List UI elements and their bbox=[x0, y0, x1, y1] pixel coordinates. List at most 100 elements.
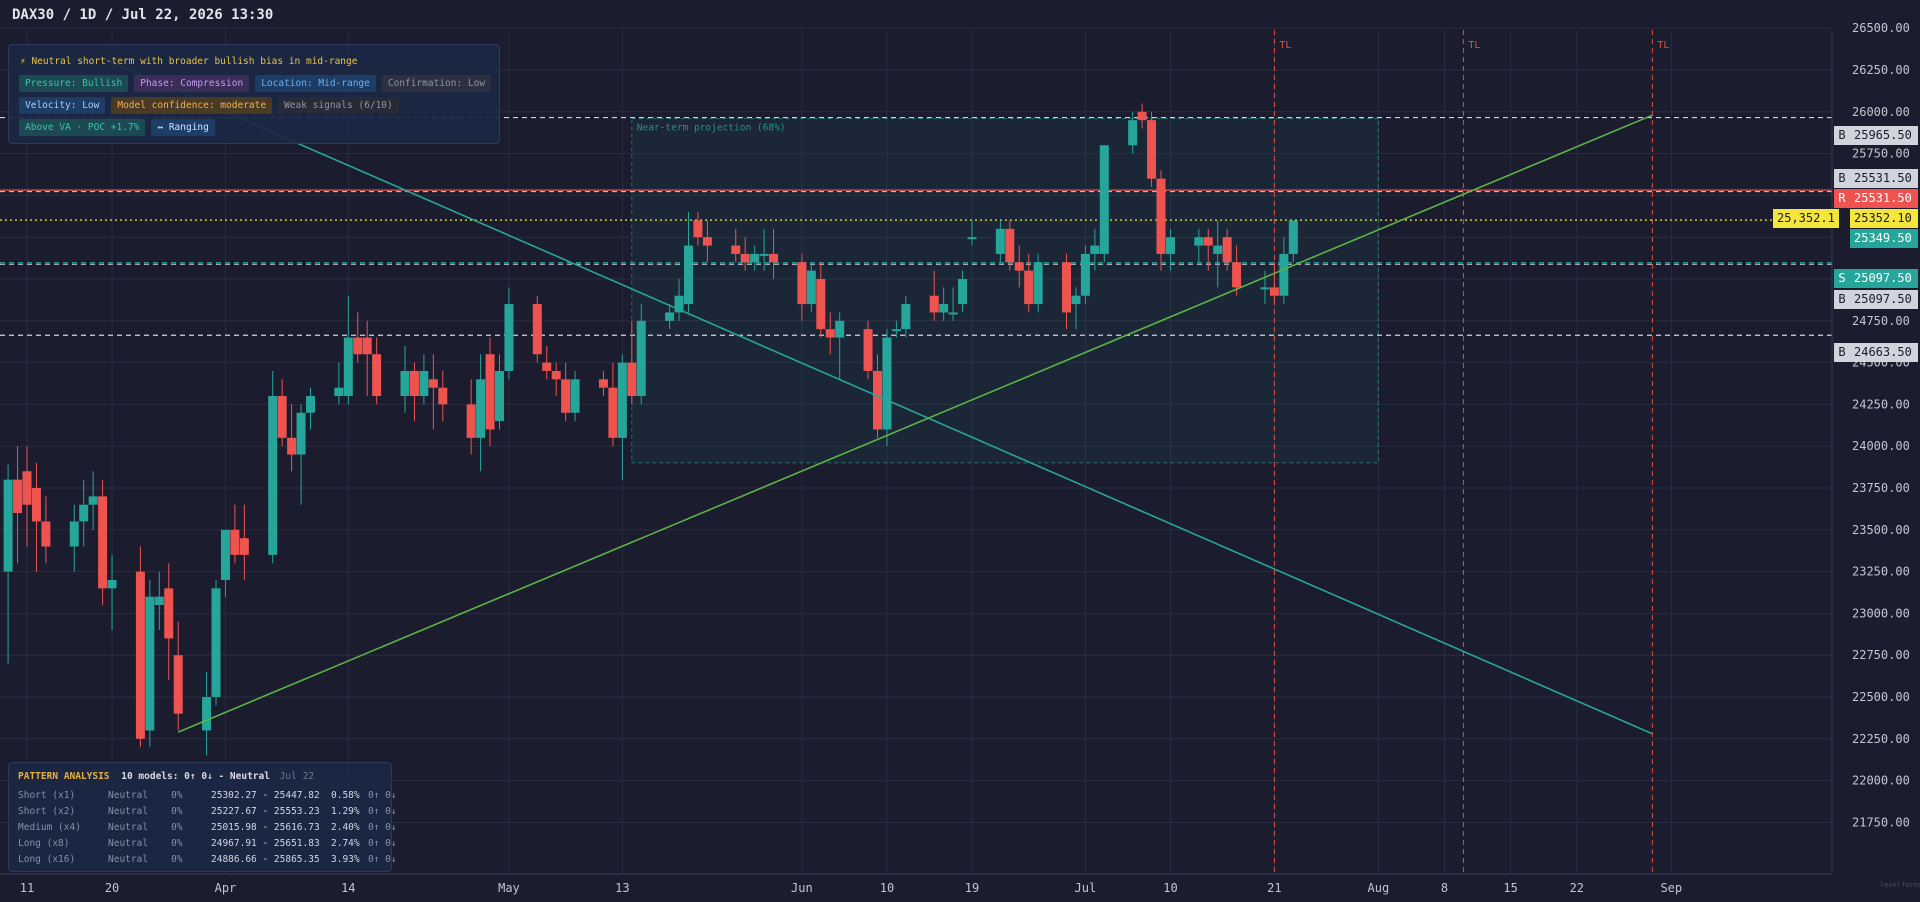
candle-body bbox=[1033, 262, 1043, 305]
candle-body bbox=[684, 245, 693, 305]
level-value: 25531.50 bbox=[1850, 169, 1918, 188]
candle-body bbox=[740, 253, 750, 263]
trend-line bbox=[102, 57, 1653, 735]
candle-body bbox=[1279, 253, 1289, 296]
candle-body bbox=[79, 504, 89, 522]
candle-body bbox=[995, 228, 1005, 254]
candle-body bbox=[277, 396, 287, 438]
tag-row-3: Above VA · POC +1.7% ↔ Ranging bbox=[19, 119, 215, 136]
pattern-width: 2.40% bbox=[331, 822, 360, 833]
level-value: 25965.50 bbox=[1850, 126, 1918, 145]
price-axis-tick-label: 23750.00 bbox=[1852, 481, 1910, 495]
candle-body bbox=[674, 295, 684, 313]
candle-body bbox=[561, 379, 571, 413]
candle-body bbox=[428, 379, 438, 388]
candle-body bbox=[31, 488, 41, 522]
candle-body bbox=[334, 387, 344, 397]
candle-body bbox=[816, 279, 826, 330]
tag-row-1: Pressure: Bullish Phase: Compression Loc… bbox=[19, 75, 492, 92]
time-axis-tick-label: Aug bbox=[1368, 881, 1390, 895]
candle-body bbox=[230, 529, 240, 555]
candle-body bbox=[287, 437, 297, 455]
candle-body bbox=[769, 253, 779, 263]
location-tag: Location: Mid-range bbox=[255, 75, 376, 92]
candle-body bbox=[466, 404, 476, 438]
time-axis-tick-label: Sep bbox=[1660, 881, 1682, 895]
time-axis-tick-label: Jun bbox=[791, 881, 813, 895]
candle-body bbox=[353, 337, 363, 355]
candle-body bbox=[598, 379, 608, 388]
candle-body bbox=[863, 329, 873, 371]
projection-label: Near-term projection (68%) bbox=[637, 122, 786, 133]
candle-body bbox=[1213, 245, 1223, 254]
candle-body bbox=[806, 270, 816, 305]
pattern-percent: 0% bbox=[171, 838, 183, 849]
summary-headline: ⚡ Neutral short-term with broader bullis… bbox=[20, 56, 358, 67]
candle-body bbox=[135, 571, 145, 739]
pattern-arrows: 0↑ 0↓ bbox=[368, 806, 397, 817]
candle-body bbox=[173, 655, 183, 714]
level-value: 25349.50 bbox=[1850, 229, 1918, 248]
candle-body bbox=[627, 362, 637, 397]
candle-body bbox=[1090, 245, 1100, 254]
candle-body bbox=[1137, 111, 1147, 121]
candle-body bbox=[665, 312, 675, 321]
candle-body bbox=[835, 320, 845, 338]
candle-body bbox=[98, 496, 108, 589]
candle-body bbox=[362, 337, 372, 355]
pattern-direction: Neutral bbox=[108, 806, 149, 817]
candle-body bbox=[145, 596, 155, 731]
price-axis-tick-label: 23000.00 bbox=[1852, 606, 1910, 620]
last-price-marker: 25,352.1 bbox=[1773, 209, 1839, 228]
pattern-range: 25227.67 - 25553.23 bbox=[211, 806, 320, 817]
level-type: S bbox=[1834, 269, 1850, 288]
candle-body bbox=[41, 521, 51, 547]
candle-body bbox=[948, 312, 958, 315]
pattern-direction: Neutral bbox=[108, 854, 149, 865]
projection-box bbox=[631, 117, 1379, 464]
level-label-support: S 25097.50 bbox=[1834, 269, 1918, 288]
candle-body bbox=[1071, 295, 1081, 305]
candle-body bbox=[438, 387, 448, 405]
candle-body bbox=[1288, 220, 1298, 254]
price-axis-tick-label: 21750.00 bbox=[1852, 815, 1910, 829]
candle-body bbox=[202, 697, 212, 731]
pattern-model-name: Short (x1) bbox=[18, 790, 76, 801]
candle-body bbox=[3, 479, 13, 572]
phase-tag: Phase: Compression bbox=[134, 75, 250, 92]
candle-body bbox=[239, 538, 249, 555]
candle-body bbox=[1080, 253, 1090, 296]
level-value: 24663.50 bbox=[1850, 343, 1918, 362]
pattern-arrows: 0↑ 0↓ bbox=[368, 790, 397, 801]
pattern-model-name: Medium (x4) bbox=[18, 822, 81, 833]
candle-body bbox=[967, 237, 977, 240]
time-axis-tick-label: Jul bbox=[1075, 881, 1097, 895]
pattern-model-name: Long (x8) bbox=[18, 838, 70, 849]
candle-body bbox=[1222, 237, 1232, 263]
level-label-last-price: 25352.10 bbox=[1834, 209, 1918, 228]
pattern-range: 25015.98 - 25616.73 bbox=[211, 822, 320, 833]
level-type: B bbox=[1834, 343, 1850, 362]
level-value: 25097.50 bbox=[1850, 290, 1918, 309]
weak-signals-tag: Weak signals (6/10) bbox=[278, 97, 399, 114]
candle-body bbox=[88, 496, 98, 505]
pattern-percent: 0% bbox=[171, 822, 183, 833]
time-line-label: TL bbox=[1279, 40, 1291, 51]
candle-body bbox=[825, 329, 835, 338]
pressure-tag: Pressure: Bullish bbox=[19, 75, 129, 92]
confirmation-tag: Confirmation: Low bbox=[381, 75, 492, 92]
pattern-direction: Neutral bbox=[108, 822, 149, 833]
candle-body bbox=[419, 370, 429, 397]
pattern-arrows: 0↑ 0↓ bbox=[368, 838, 397, 849]
time-axis-tick-label: 14 bbox=[341, 881, 355, 895]
time-line-label: TL bbox=[1657, 40, 1669, 51]
candle-body bbox=[608, 387, 618, 438]
level-label-resistance: R 25531.50 bbox=[1834, 189, 1918, 208]
candle-body bbox=[797, 262, 807, 305]
model-confidence-tag: Model confidence: moderate bbox=[111, 97, 273, 114]
pattern-arrows: 0↑ 0↓ bbox=[368, 854, 397, 865]
pattern-width: 2.74% bbox=[331, 838, 360, 849]
candle-body bbox=[731, 245, 741, 254]
candle-body bbox=[154, 596, 164, 606]
